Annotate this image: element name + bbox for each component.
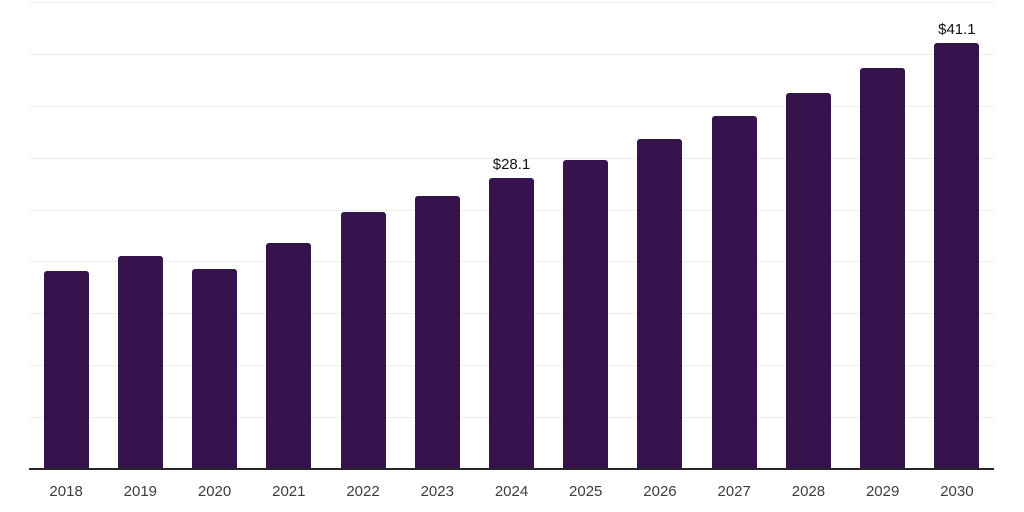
x-tick-label-2027: 2027 bbox=[717, 483, 751, 500]
bar-2029 bbox=[860, 68, 906, 470]
x-tick-label-2021: 2021 bbox=[272, 483, 306, 500]
bar-2030 bbox=[934, 43, 980, 470]
gridline-40 bbox=[29, 53, 994, 55]
bar-2021 bbox=[266, 242, 312, 470]
x-axis-labels: 2018 2019 2020 2021 2022 2023 2024 2025 2026 2027… bbox=[29, 484, 994, 504]
gridline-30 bbox=[29, 157, 994, 159]
bar-2025 bbox=[563, 159, 609, 470]
bar-2027 bbox=[711, 116, 757, 470]
bar-2022 bbox=[340, 211, 386, 470]
bar-value-label-2030: $41.1 bbox=[938, 21, 976, 39]
bar-2026 bbox=[637, 138, 683, 470]
x-tick-label-2023: 2023 bbox=[420, 483, 454, 500]
bar-2019 bbox=[117, 256, 163, 470]
bar-2018 bbox=[43, 270, 89, 470]
bar-2028 bbox=[785, 93, 831, 470]
x-tick-label-2026: 2026 bbox=[643, 483, 677, 500]
x-tick-label-2025: 2025 bbox=[569, 483, 603, 500]
bar-2024 bbox=[489, 178, 534, 470]
x-tick-label-2028: 2028 bbox=[791, 483, 826, 500]
x-tick-label-2024: 2024 bbox=[494, 483, 529, 500]
x-tick-label-2018: 2018 bbox=[49, 483, 83, 500]
bar-2023 bbox=[414, 196, 460, 470]
bar-2020 bbox=[192, 268, 238, 470]
x-axis-line bbox=[29, 468, 994, 470]
x-tick-label-2020: 2020 bbox=[197, 483, 232, 500]
x-tick-label-2030: 2030 bbox=[940, 483, 974, 500]
x-tick-label-2022: 2022 bbox=[346, 483, 380, 500]
gridline-45 bbox=[29, 2, 994, 3]
x-tick-label-2029: 2029 bbox=[865, 483, 900, 500]
bar-value-label-2024: $28.1 bbox=[492, 156, 531, 174]
gridline-35 bbox=[29, 105, 994, 107]
x-tick-label-2019: 2019 bbox=[123, 483, 158, 500]
plot-area: $28.1 $41.1 bbox=[29, 0, 994, 470]
